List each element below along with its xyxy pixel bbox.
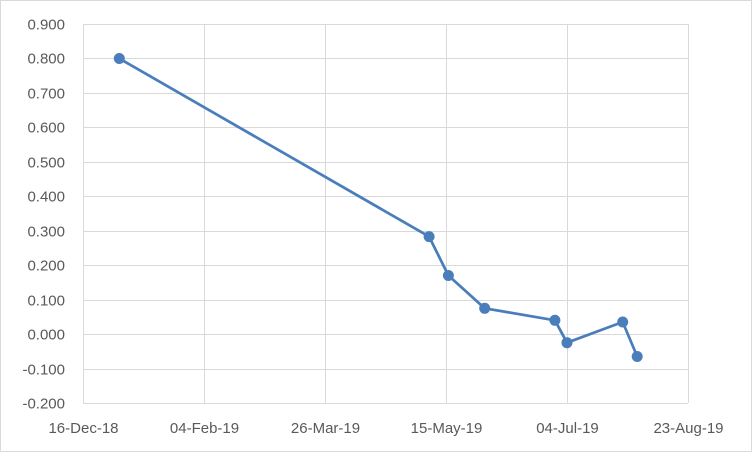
data-point bbox=[617, 316, 629, 328]
data-point bbox=[631, 351, 643, 362]
x-tick-label: 23-Aug-19 bbox=[653, 420, 723, 437]
data-series bbox=[113, 53, 643, 362]
y-tick-label: 0.200 bbox=[27, 258, 65, 275]
x-tick-label: 04-Jul-19 bbox=[536, 420, 599, 437]
y-tick-label: 0.800 bbox=[27, 51, 65, 68]
gridlines bbox=[83, 24, 689, 404]
data-point bbox=[479, 302, 491, 314]
y-tick-label: 0.500 bbox=[27, 155, 65, 172]
data-point bbox=[561, 337, 573, 349]
x-tick-label: 26-Mar-19 bbox=[291, 420, 360, 437]
y-tick-label: 0.900 bbox=[27, 17, 65, 34]
x-tick-label: 15-May-19 bbox=[411, 420, 483, 437]
tick-labels: -0.200 -0.100 0.000 0.100 0.200 0.300 0.400 0.5… bbox=[22, 17, 723, 438]
data-point bbox=[549, 314, 561, 326]
y-tick-label: 0.300 bbox=[27, 224, 65, 241]
y-tick-label: 0.400 bbox=[27, 189, 65, 206]
axes bbox=[83, 24, 688, 404]
data-point bbox=[423, 231, 435, 243]
data-point bbox=[113, 53, 125, 64]
x-tick-label: 16-Dec-18 bbox=[48, 420, 118, 437]
y-tick-label: 0.600 bbox=[27, 120, 65, 137]
y-tick-label: 0.100 bbox=[27, 293, 65, 310]
y-tick-label: -0.200 bbox=[22, 396, 65, 413]
y-tick-label: 0.000 bbox=[27, 327, 65, 344]
x-tick-label: 04-Feb-19 bbox=[170, 420, 239, 437]
y-tick-label: 0.700 bbox=[27, 86, 65, 103]
series-line bbox=[118, 57, 639, 358]
y-tick-label: -0.100 bbox=[22, 362, 65, 379]
data-point bbox=[442, 270, 454, 281]
